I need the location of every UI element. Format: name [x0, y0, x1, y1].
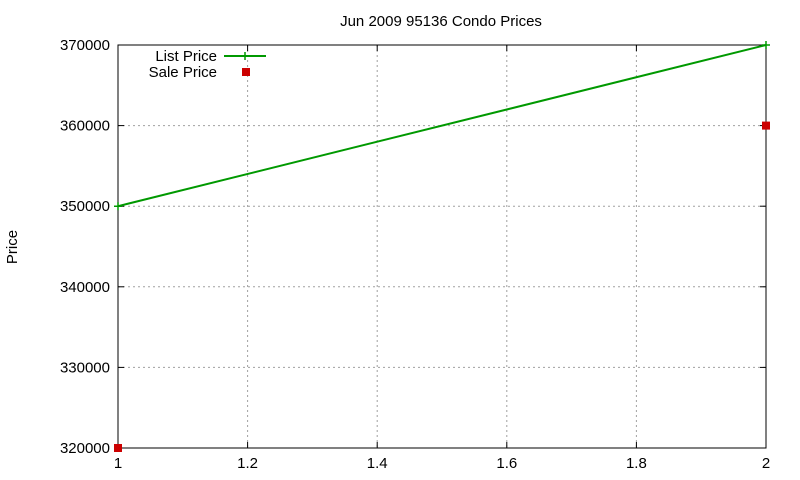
y-tick-label: 360000	[60, 118, 110, 135]
sale-price-point	[762, 121, 770, 130]
y-tick-label: 330000	[60, 359, 110, 376]
y-tick-label: 350000	[60, 198, 110, 215]
x-tick-label: 1.4	[367, 455, 388, 472]
x-tick-label: 2	[762, 455, 770, 472]
legend-marker-list-price	[241, 52, 249, 60]
y-tick-label: 320000	[60, 440, 110, 457]
x-tick-label: 1.2	[237, 455, 258, 472]
axis-ticks: 320000 330000 340000 350000 360000 370000 1 1.2…	[60, 37, 770, 472]
sale-price-point	[114, 444, 122, 452]
y-axis-label: Price	[4, 230, 21, 264]
legend-marker-sale-price	[242, 68, 250, 76]
x-tick-label: 1.8	[626, 455, 647, 472]
x-tick-label: 1	[114, 455, 122, 472]
y-tick-label: 340000	[60, 279, 110, 296]
plot-frame	[117, 44, 767, 449]
list-price-line	[117, 44, 767, 208]
x-tick-label: 1.6	[496, 455, 517, 472]
list-price-point	[114, 202, 122, 211]
y-tick-label: 370000	[60, 37, 110, 54]
series	[114, 41, 770, 452]
legend-label-sale-price: Sale Price	[149, 64, 217, 81]
grid	[118, 45, 766, 448]
list-price-point	[762, 41, 770, 49]
legend-label-list-price: List Price	[155, 48, 217, 65]
chart-title: Jun 2009 95136 Condo Prices	[340, 13, 542, 30]
